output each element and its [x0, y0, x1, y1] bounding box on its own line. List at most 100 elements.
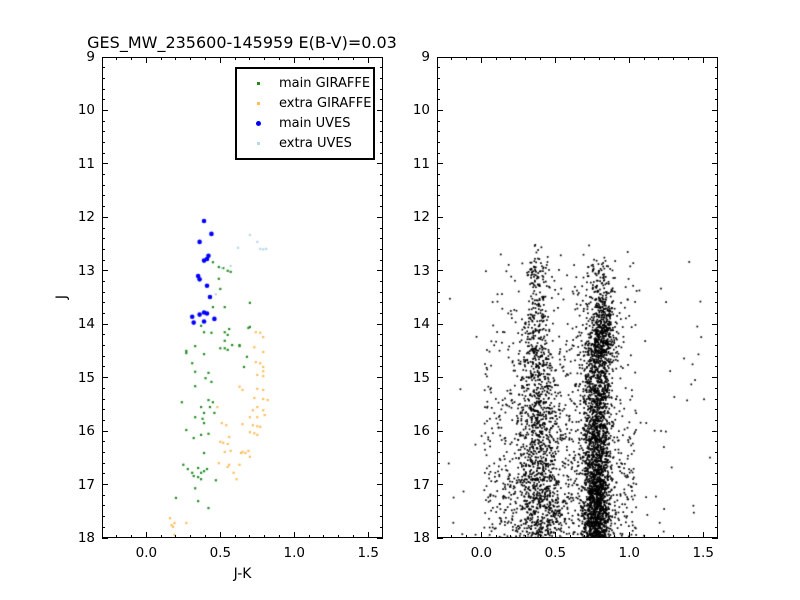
- y-axis-tick: [437, 516, 440, 518]
- y-axis-tick: [715, 409, 718, 411]
- x-axis-tick: [190, 57, 192, 60]
- y-axis-tick: [715, 206, 718, 208]
- y-axis-tick: [437, 227, 440, 229]
- x-axis-tick: [510, 57, 512, 60]
- legend-item: main GIRAFFE: [237, 73, 373, 93]
- y-axis-tick: [437, 280, 440, 282]
- y-axis-tick: [437, 430, 443, 432]
- y-axis-tick: [102, 67, 105, 69]
- y-axis-tick: [380, 366, 383, 368]
- y-axis-tick: [715, 366, 718, 368]
- y-axis-tick: [380, 131, 383, 133]
- y-axis-tick: [102, 184, 105, 186]
- y-axis-tick: [102, 227, 105, 229]
- y-axis-tick: [715, 441, 718, 443]
- x-axis-tick: [338, 57, 340, 60]
- y-axis-tick: [377, 270, 383, 272]
- y-axis-tick: [437, 291, 440, 293]
- y-axis-tick: [380, 238, 383, 240]
- x-axis-tick: [367, 532, 369, 538]
- x-axis-tick: [569, 535, 571, 538]
- x-axis-tick: [687, 57, 689, 60]
- y-axis-tick: [712, 270, 718, 272]
- y-axis-tick: [102, 120, 105, 122]
- y-axis-tick: [380, 398, 383, 400]
- y-axis-tick: [380, 99, 383, 101]
- y-tick-label: 17: [412, 476, 430, 493]
- y-axis-tick: [102, 473, 105, 475]
- x-axis-tick: [131, 57, 133, 60]
- y-axis-tick: [437, 409, 440, 411]
- x-axis-tick: [352, 57, 354, 60]
- y-tick-label: 17: [77, 476, 95, 493]
- x-tick-label: 0.0: [135, 545, 158, 561]
- x-axis-tick: [554, 532, 556, 538]
- y-axis-tick: [715, 302, 718, 304]
- y-axis-tick: [715, 142, 718, 143]
- y-axis-tick: [715, 259, 718, 261]
- y-axis-tick: [380, 184, 383, 186]
- y-axis-label: J: [54, 294, 70, 300]
- x-axis-tick: [466, 57, 468, 60]
- main_uves-marker-icon: [255, 120, 261, 126]
- x-axis-tick: [352, 535, 354, 538]
- y-axis-tick: [712, 109, 718, 111]
- x-axis-tick: [495, 535, 497, 538]
- y-axis-tick: [380, 451, 383, 453]
- y-axis-tick: [377, 323, 383, 325]
- x-axis-tick: [584, 57, 586, 60]
- y-axis-tick: [715, 516, 718, 518]
- y-axis-tick: [380, 67, 383, 69]
- y-axis-tick: [715, 67, 718, 69]
- y-axis-tick: [380, 280, 383, 282]
- y-axis-tick: [712, 163, 718, 165]
- legend: main GIRAFFE extra GIRAFFE main UVES extra …: [235, 67, 375, 160]
- x-axis-tick: [540, 535, 542, 538]
- y-axis-tick: [377, 109, 383, 111]
- y-axis-tick: [437, 473, 440, 475]
- y-axis-tick: [715, 387, 718, 389]
- y-axis-tick: [715, 195, 718, 197]
- y-axis-tick: [715, 419, 718, 421]
- y-axis-tick: [437, 120, 440, 122]
- x-axis-tick: [702, 532, 704, 538]
- legend-marker-cell: [237, 101, 279, 105]
- x-axis-tick: [190, 535, 192, 538]
- y-axis-tick: [377, 537, 383, 539]
- x-axis-tick: [323, 57, 325, 60]
- y-tick-label: 16: [77, 423, 95, 440]
- x-axis-tick: [673, 57, 675, 60]
- y-axis-tick: [437, 109, 443, 111]
- y-axis-tick: [102, 280, 105, 282]
- x-axis-tick: [278, 57, 280, 60]
- y-axis-tick: [380, 248, 383, 250]
- legend-label: main UVES: [279, 115, 351, 131]
- y-axis-tick: [715, 473, 718, 475]
- legend-item: extra UVES: [237, 133, 373, 153]
- y-axis-tick: [715, 334, 718, 336]
- y-axis-tick: [437, 387, 440, 389]
- y-axis-tick: [437, 206, 440, 208]
- y-axis-tick: [437, 163, 443, 165]
- y-axis-tick: [712, 216, 718, 218]
- x-axis-tick: [451, 57, 453, 60]
- y-tick-label: 14: [77, 316, 95, 333]
- x-axis-tick: [249, 535, 251, 538]
- y-axis-tick: [437, 505, 440, 507]
- y-tick-label: 9: [86, 49, 95, 65]
- y-axis-tick: [715, 77, 718, 79]
- x-axis-tick: [569, 57, 571, 60]
- y-axis-tick: [102, 195, 105, 197]
- legend-item: main UVES: [237, 113, 373, 133]
- y-axis-tick: [715, 398, 718, 400]
- x-axis-tick: [599, 535, 601, 538]
- y-axis-tick: [715, 526, 718, 528]
- y-axis-tick: [437, 313, 440, 315]
- x-axis-tick: [658, 535, 660, 538]
- y-axis-tick: [380, 473, 383, 475]
- y-axis-tick: [102, 313, 105, 315]
- y-axis-tick: [712, 537, 718, 539]
- y-axis-tick: [377, 163, 383, 165]
- y-axis-tick: [380, 334, 383, 336]
- y-axis-tick: [377, 430, 383, 432]
